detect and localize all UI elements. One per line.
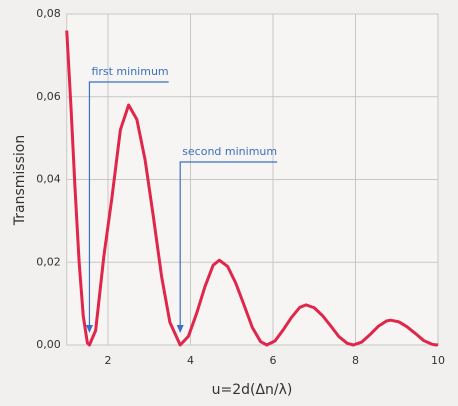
x-tick-label: 10 [431,354,445,367]
annotation-arrowhead [176,325,184,333]
x-tick-label: 8 [352,354,359,367]
x-tick-label: 4 [187,354,194,367]
y-tick-label: 0,06 [36,90,61,103]
y-axis-title: Transmission [12,135,28,226]
y-tick-label: 0,00 [36,338,61,351]
y-tick-label: 0,08 [36,7,61,20]
x-tick-label: 6 [270,354,277,367]
annotation-text: second minimum [182,145,277,158]
annotation-arrow [179,161,278,331]
y-tick-label: 0,02 [36,255,61,268]
annotation-arrow [88,81,169,331]
y-tick-label: 0,04 [36,173,61,186]
annotation-arrowhead [85,325,93,333]
annotation-text: first minimum [91,65,168,78]
x-axis-title: u=2d(Δn/λ) [212,382,293,398]
x-tick-label: 2 [105,354,112,367]
line [65,30,439,347]
